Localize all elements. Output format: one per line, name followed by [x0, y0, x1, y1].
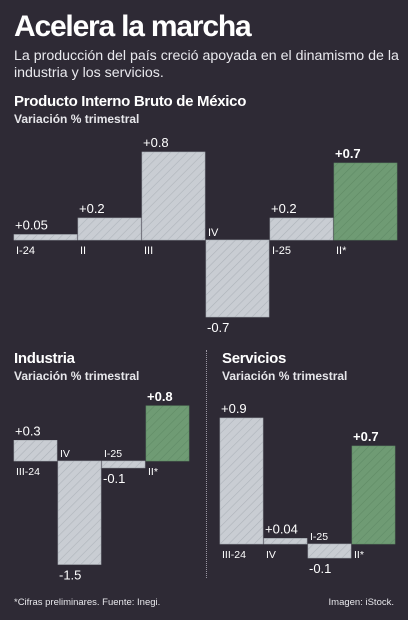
- pib-category-label-0: I-24: [16, 245, 35, 257]
- industria-value-label-0: +0.3: [15, 423, 41, 438]
- pib-category-label-3: IV: [208, 227, 219, 239]
- pib-value-label-3: -0.7: [207, 320, 229, 335]
- pib-value-label-1: +0.2: [79, 201, 105, 216]
- pib-value-label-2: +0.8: [143, 135, 169, 150]
- industria-chart-title: Industria: [14, 350, 75, 367]
- industria-value-label-3: +0.8: [147, 389, 173, 404]
- industria-value-label-2: -0.1: [103, 471, 125, 486]
- industria-chart-subtitle: Variación % trimestral: [14, 369, 140, 383]
- pib-bar-4: [269, 217, 334, 241]
- servicios-bar-0: [219, 417, 264, 545]
- servicios-chart-title: Servicios: [222, 350, 287, 367]
- industria-category-label-3: II*: [148, 466, 158, 478]
- servicios-value-label-1: +0.04: [265, 521, 298, 536]
- pib-value-label-0: +0.05: [15, 218, 48, 233]
- pib-chart: +0.05 I-24 +0.2 II +0.8 III -0.7 IV +0.2 I-25 +0.7…: [13, 135, 398, 335]
- servicios-bar-3: [351, 445, 396, 545]
- footnote: *Cifras preliminares. Fuente: Inegi.: [14, 597, 161, 608]
- section-divider: [206, 350, 207, 578]
- page-title: Acelera la marcha: [14, 10, 252, 43]
- pib-category-label-5: II*: [336, 245, 347, 257]
- servicios-chart: +0.9 III-24 +0.04 IV -0.1 I-25 +0.7 II*: [219, 401, 396, 576]
- pib-bar-2: [141, 151, 206, 241]
- servicios-category-label-0: III-24: [222, 549, 246, 561]
- pib-bar-1: [77, 217, 142, 241]
- pib-category-label-4: I-25: [272, 245, 291, 257]
- pib-value-label-5: +0.7: [335, 146, 361, 161]
- industria-bar-2: [101, 460, 146, 469]
- servicios-value-label-3: +0.7: [353, 429, 379, 444]
- industria-category-label-0: III-24: [16, 466, 40, 478]
- industria-bar-3: [145, 405, 190, 462]
- industria-bar-1: [57, 460, 102, 565]
- pib-value-label-4: +0.2: [271, 201, 297, 216]
- servicios-category-label-3: II*: [354, 549, 364, 561]
- servicios-chart-subtitle: Variación % trimestral: [222, 369, 348, 383]
- servicios-category-label-2: I-25: [310, 531, 328, 543]
- pib-bar-5: [333, 162, 398, 241]
- pib-category-label-2: III: [144, 245, 153, 257]
- pib-category-label-1: II: [80, 245, 86, 257]
- servicios-value-label-0: +0.9: [221, 401, 247, 416]
- servicios-value-label-2: -0.1: [309, 561, 331, 576]
- pib-bar-0: [13, 234, 78, 241]
- industria-category-label-2: I-25: [104, 448, 122, 460]
- servicios-bar-1: [263, 538, 308, 545]
- pib-chart-subtitle: Variación % trimestral: [14, 112, 140, 126]
- servicios-category-label-1: IV: [266, 549, 276, 561]
- industria-category-label-1: IV: [60, 448, 70, 460]
- industria-value-label-1: -1.5: [59, 568, 81, 583]
- page-subtitle: La producción del país creció apoyada en…: [14, 48, 399, 81]
- image-credit: Imagen: iStock.: [328, 597, 394, 608]
- servicios-bar-2: [307, 543, 352, 559]
- pib-chart-title: Producto Interno Bruto de México: [14, 93, 247, 110]
- industria-bar-0: [13, 439, 58, 462]
- industria-chart: +0.3 III-24 -1.5 IV -0.1 I-25 +0.8 II*: [13, 389, 190, 583]
- pib-bar-3: [205, 239, 270, 318]
